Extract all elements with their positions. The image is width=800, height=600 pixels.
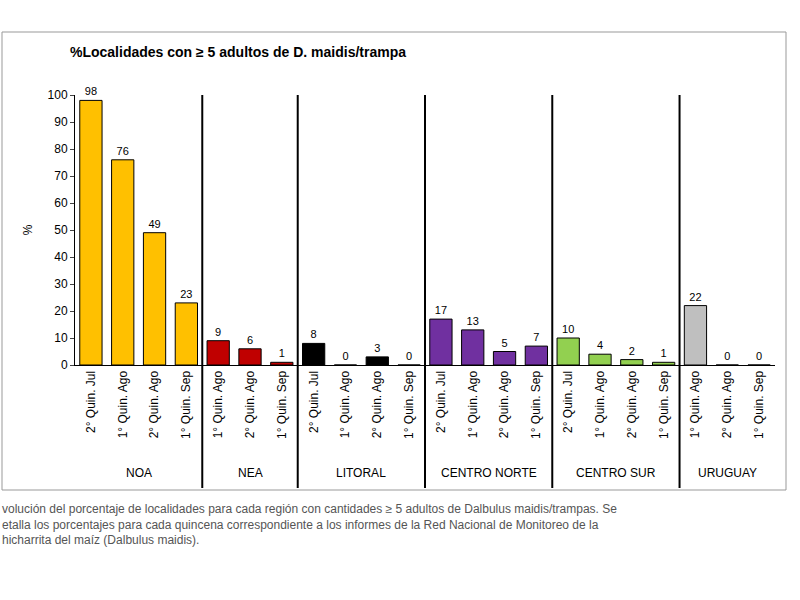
svg-text:5: 5 <box>501 337 507 349</box>
svg-text:30: 30 <box>54 277 68 291</box>
svg-text:2° Quin. Ago: 2° Quin. Ago <box>720 370 734 438</box>
svg-text:2° Quin. Jul: 2° Quin. Jul <box>561 371 575 433</box>
svg-text:%: % <box>21 224 35 235</box>
svg-text:10: 10 <box>562 323 574 335</box>
svg-text:2° Quin. Jul: 2° Quin. Jul <box>434 371 448 433</box>
svg-text:1° Quin. Ago: 1° Quin. Ago <box>688 370 702 438</box>
svg-text:76: 76 <box>117 145 129 157</box>
svg-text:NOA: NOA <box>126 466 152 480</box>
svg-text:9: 9 <box>215 326 221 338</box>
svg-text:CENTRO SUR: CENTRO SUR <box>576 466 656 480</box>
svg-text:0: 0 <box>724 350 730 362</box>
svg-text:1° Quin. Sep: 1° Quin. Sep <box>402 370 416 439</box>
svg-text:22: 22 <box>689 291 701 303</box>
svg-text:100: 100 <box>48 88 68 102</box>
svg-text:60: 60 <box>54 196 68 210</box>
svg-text:13: 13 <box>467 315 479 327</box>
svg-text:1: 1 <box>279 347 285 359</box>
svg-text:70: 70 <box>54 169 68 183</box>
svg-text:NEA: NEA <box>238 466 263 480</box>
svg-text:23: 23 <box>180 288 192 300</box>
svg-text:1° Quin. Ago: 1° Quin. Ago <box>211 370 225 438</box>
svg-text:URUGUAY: URUGUAY <box>698 466 757 480</box>
svg-text:2° Quin. Jul: 2° Quin. Jul <box>84 371 98 433</box>
svg-text:49: 49 <box>148 218 160 230</box>
svg-text:1° Quin. Ago: 1° Quin. Ago <box>466 370 480 438</box>
svg-text:2° Quin. Ago: 2° Quin. Ago <box>243 370 257 438</box>
svg-text:1: 1 <box>661 347 667 359</box>
svg-text:1° Quin. Sep: 1° Quin. Sep <box>752 370 766 439</box>
svg-text:CENTRO NORTE: CENTRO NORTE <box>441 466 537 480</box>
svg-text:1° Quin. Sep: 1° Quin. Sep <box>275 370 289 439</box>
svg-text:0: 0 <box>342 350 348 362</box>
svg-text:90: 90 <box>54 115 68 129</box>
svg-text:2° Quin. Ago: 2° Quin. Ago <box>147 370 161 438</box>
svg-text:2° Quin. Ago: 2° Quin. Ago <box>370 370 384 438</box>
svg-text:2° Quin. Ago: 2° Quin. Ago <box>497 370 511 438</box>
svg-text:%Localidades con ≥ 5 adultos d: %Localidades con ≥ 5 adultos de D. maidi… <box>70 44 406 60</box>
svg-text:20: 20 <box>54 304 68 318</box>
svg-text:98: 98 <box>85 85 97 97</box>
svg-text:volución del porcentaje de loc: volución del porcentaje de localidades p… <box>2 502 617 547</box>
svg-text:8: 8 <box>311 328 317 340</box>
svg-text:1° Quin. Ago: 1° Quin. Ago <box>593 370 607 438</box>
svg-text:2: 2 <box>629 345 635 357</box>
svg-text:0: 0 <box>61 358 68 372</box>
svg-text:7: 7 <box>533 331 539 343</box>
svg-text:1° Quin. Sep: 1° Quin. Sep <box>179 370 193 439</box>
svg-text:17: 17 <box>435 304 447 316</box>
svg-text:LITORAL: LITORAL <box>336 466 386 480</box>
svg-text:2° Quin. Ago: 2° Quin. Ago <box>625 370 639 438</box>
svg-text:40: 40 <box>54 250 68 264</box>
svg-text:3: 3 <box>374 342 380 354</box>
svg-text:0: 0 <box>756 350 762 362</box>
svg-text:10: 10 <box>54 331 68 345</box>
svg-text:1° Quin. Ago: 1° Quin. Ago <box>116 370 130 438</box>
svg-text:6: 6 <box>247 334 253 346</box>
svg-text:4: 4 <box>597 339 603 351</box>
svg-text:2° Quin. Jul: 2° Quin. Jul <box>307 371 321 433</box>
svg-text:1° Quin. Ago: 1° Quin. Ago <box>338 370 352 438</box>
svg-text:1° Quin. Sep: 1° Quin. Sep <box>657 370 671 439</box>
svg-text:0: 0 <box>406 350 412 362</box>
svg-text:1° Quin. Sep: 1° Quin. Sep <box>529 370 543 439</box>
svg-text:80: 80 <box>54 142 68 156</box>
svg-text:50: 50 <box>54 223 68 237</box>
